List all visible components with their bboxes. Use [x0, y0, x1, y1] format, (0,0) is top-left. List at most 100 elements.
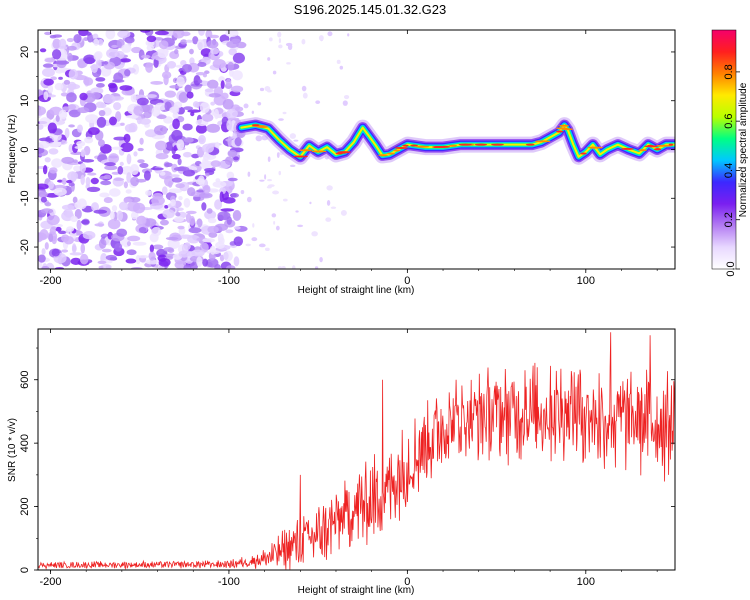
noise-blob: [232, 209, 242, 221]
noise-blob: [90, 63, 98, 73]
noise-blob: [170, 199, 176, 207]
noise-blob: [71, 243, 77, 254]
noise-blob: [70, 257, 82, 265]
noise-blob: [80, 243, 86, 254]
noise-blob: [67, 81, 77, 91]
noise-blob: [109, 188, 121, 197]
noise-blob: [252, 223, 255, 228]
noise-blob: [145, 190, 152, 196]
noise-blob: [340, 209, 347, 216]
noise-blob: [171, 177, 183, 183]
noise-blob: [233, 156, 239, 161]
ridge-hotspot: [448, 144, 458, 147]
ridge-hotspot: [335, 152, 343, 155]
noise-blob: [125, 114, 139, 119]
ridge-hotspot: [620, 147, 634, 150]
noise-blob: [158, 258, 171, 267]
noise-blob: [84, 136, 94, 144]
noise-blob: [235, 106, 244, 112]
ridge-hotspot: [555, 127, 569, 130]
noise-blob: [277, 266, 283, 269]
noise-blob: [181, 63, 193, 73]
noise-blob: [198, 192, 213, 199]
noise-blob: [95, 83, 105, 88]
noise-blob: [156, 114, 167, 120]
noise-blob: [131, 46, 142, 54]
noise-blob: [282, 111, 287, 115]
noise-blob: [125, 258, 137, 264]
noise-blob: [264, 85, 271, 92]
noise-blob: [226, 216, 232, 225]
noise-blob: [47, 84, 54, 94]
noise-blob: [286, 62, 291, 65]
colorbar-tick-label: 0.8: [723, 64, 735, 79]
noise-blob: [66, 37, 75, 43]
noise-blob: [101, 248, 112, 253]
noise-blob: [55, 114, 60, 122]
noise-blob: [157, 49, 168, 59]
noise-blob: [161, 186, 168, 195]
noise-blob: [206, 258, 219, 268]
noise-blob: [66, 92, 77, 103]
noise-blob: [113, 177, 125, 181]
noise-blob: [48, 148, 59, 155]
noise-blob: [138, 49, 145, 60]
colorbar: 0.0 0.2 0.4 0.6 0.8 Normalized spectral ampl…: [711, 29, 749, 277]
noise-blob: [55, 69, 64, 74]
noise-blob: [162, 209, 175, 219]
snr-axes: -200 -100 0 100 0 200 400 600: [19, 329, 675, 588]
noise-blob: [180, 39, 188, 45]
noise-blob: [67, 104, 77, 110]
noise-blob: [251, 237, 258, 242]
noise-blob: [171, 153, 181, 160]
noise-blob: [113, 102, 122, 111]
noise-blob: [138, 254, 149, 259]
noise-blob: [80, 219, 90, 225]
noise-blob: [97, 260, 107, 265]
noise-blob: [311, 231, 318, 237]
noise-blob: [297, 224, 304, 228]
noise-blob: [186, 187, 196, 197]
noise-blob: [133, 106, 144, 116]
y-tick-label: 20: [19, 46, 31, 58]
noise-blob: [111, 205, 118, 212]
ridge-hotspot: [251, 124, 260, 127]
noise-blob: [176, 207, 184, 211]
noise-blob: [61, 156, 75, 164]
noise-blob: [343, 94, 350, 100]
noise-blob: [76, 124, 83, 133]
noise-blob: [174, 49, 179, 55]
colorbar-gradient: [711, 29, 737, 270]
noise-blob: [119, 58, 132, 63]
snr-background: [38, 329, 675, 570]
noise-blob: [72, 196, 78, 204]
ridge-hotspot: [402, 144, 409, 147]
noise-blob: [130, 176, 140, 187]
noise-blob: [175, 212, 181, 217]
noise-blob: [94, 223, 105, 227]
noise-blob: [278, 44, 283, 49]
noise-blob: [255, 135, 263, 142]
ridge-hotspot: [587, 146, 603, 149]
snr-series-line: [38, 332, 675, 570]
noise-blob: [192, 101, 200, 108]
ridge-hotspot: [525, 143, 535, 146]
noise-blob: [199, 242, 209, 253]
noise-blob: [196, 189, 206, 193]
noise-blob: [126, 153, 132, 165]
noise-blob: [269, 37, 273, 42]
noise-blob: [233, 256, 240, 267]
noise-blob: [151, 196, 165, 206]
noise-blob: [183, 264, 192, 269]
noise-blob: [66, 179, 74, 184]
noise-blob: [272, 70, 277, 75]
noise-blob: [38, 137, 53, 142]
noise-blob: [207, 217, 217, 224]
noise-blob: [109, 211, 115, 220]
noise-blob: [123, 133, 131, 143]
ridge-hotspot: [293, 155, 308, 158]
ridge-hotspot: [474, 143, 488, 146]
noise-blob: [150, 80, 164, 85]
noise-blob: [44, 202, 52, 207]
